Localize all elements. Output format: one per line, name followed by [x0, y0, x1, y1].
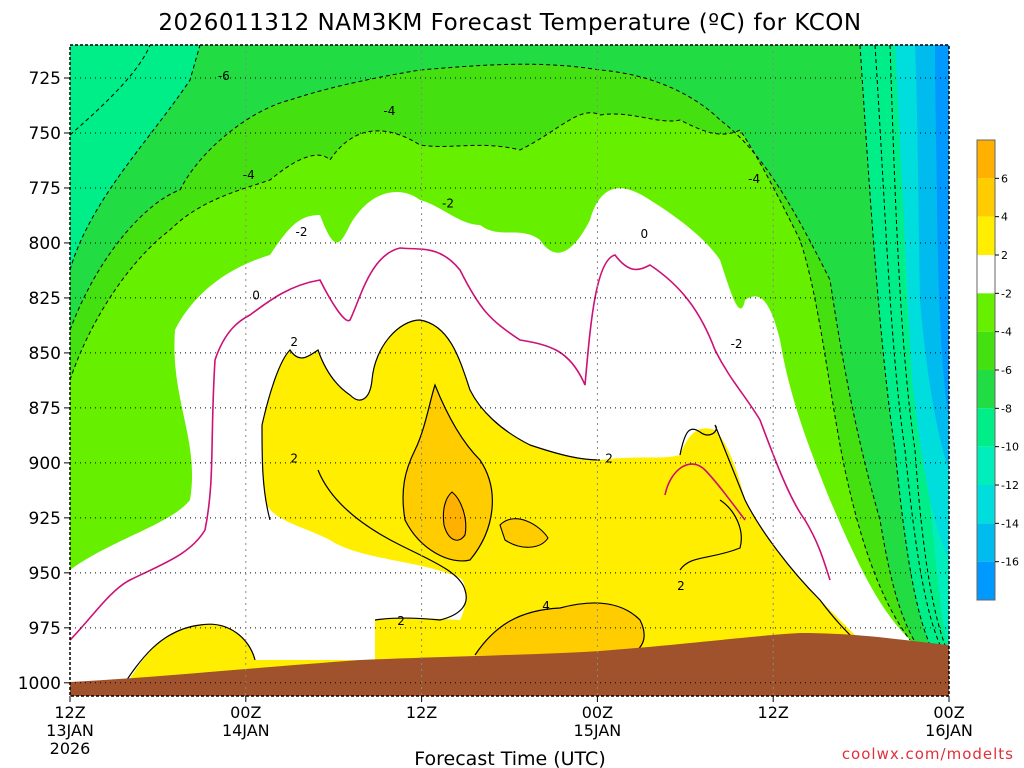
colorbar: 6 4 2 -2 -4 -6 -8 -10 -12 -14 -16 [976, 139, 1019, 601]
contour-two-main [261, 319, 601, 461]
colorbar-swatch [977, 255, 995, 294]
y-tick-label: 875 [29, 399, 61, 419]
contour-labels: -6 -4 -4 -4 -2 -2 -2 0 0 2 2 2 2 2 4 [218, 69, 760, 628]
colorbar-tick-label: -2 [1001, 287, 1012, 300]
y-tick-label: 975 [29, 619, 61, 639]
x-tick-label: 12Z [758, 703, 789, 722]
y-tick-label: 1000 [18, 674, 61, 694]
contour-label: 2 [677, 579, 685, 593]
colorbar-tick-label: -4 [1001, 326, 1012, 339]
colorbar-swatch [977, 523, 995, 562]
contour-four-small [499, 518, 549, 548]
y-tick-label: 825 [29, 289, 61, 309]
colorbar-swatch [977, 485, 995, 524]
y-tick-label: 750 [29, 124, 61, 144]
contour-label: 2 [290, 451, 298, 465]
fill-band-6-to-8 [443, 492, 466, 541]
grid-lines [70, 45, 949, 696]
y-axis: 725 750 775 800 825 850 875 900 925 950 975 1000 [18, 69, 70, 694]
colorbar-tick-label: -12 [1001, 479, 1019, 492]
y-tick-label: 725 [29, 69, 61, 89]
x-tick-label: 12Z [406, 703, 437, 722]
y-tick-label: 775 [29, 179, 61, 199]
y-tick-label: 925 [29, 509, 61, 529]
contour-zero [70, 247, 831, 641]
colorbar-tick-label: -10 [1001, 441, 1019, 454]
contour-label: 2 [290, 335, 298, 349]
colorbar-tick-label: 2 [1001, 249, 1008, 262]
y-tick-label: 950 [29, 564, 61, 584]
credit-text: coolwx.com/modelts [842, 745, 1014, 763]
x-tick-label: 00Z [582, 703, 613, 722]
contour-label: -6 [218, 69, 230, 83]
colorbar-swatch [977, 331, 995, 370]
colorbar-tick-label: 4 [1001, 211, 1008, 224]
plot-area: -6 -4 -4 -4 -2 -2 -2 0 0 2 2 2 2 2 4 [70, 45, 949, 696]
contour-label: 0 [252, 289, 260, 303]
colorbar-swatch [977, 140, 995, 179]
x-tick-label: 12Z [54, 703, 85, 722]
contour-four-low [474, 602, 645, 656]
negative-contours [70, 45, 946, 651]
colorbar-swatch [977, 370, 995, 409]
x-tick-label: 13JAN [46, 721, 94, 740]
colorbar-swatch [977, 561, 995, 600]
contour-label: -4 [383, 104, 395, 118]
y-tick-label: 900 [29, 454, 61, 474]
contour-label: 0 [640, 227, 648, 241]
x-tick-label: 14JAN [222, 721, 270, 740]
contour-four-core [402, 383, 493, 562]
x-tick-label: 2026 [50, 739, 91, 758]
contour-label: 2 [397, 614, 405, 628]
colorbar-tick-label: -16 [1001, 556, 1019, 569]
x-tick-label: 16JAN [925, 721, 973, 740]
colorbar-swatch [977, 178, 995, 217]
contour-two-left [261, 424, 467, 621]
colorbar-swatch [977, 216, 995, 255]
x-tick-label: 00Z [230, 703, 261, 722]
colorbar-swatch [977, 408, 995, 447]
y-tick-label: 850 [29, 344, 61, 364]
chart-title: 2026011312 NAM3KM Forecast Temperature (… [158, 10, 861, 36]
x-tick-label: 00Z [933, 703, 964, 722]
x-tick-label: 15JAN [574, 721, 622, 740]
fill-band-minus-18 [935, 45, 949, 420]
colorbar-tick-label: -6 [1001, 364, 1012, 377]
contour-label: -2 [442, 196, 454, 210]
fill-band-4-to-6-low [475, 603, 645, 655]
x-axis-label: Forecast Time (UTC) [414, 748, 605, 768]
contour-label: -2 [731, 337, 743, 351]
terrain [70, 633, 949, 696]
colorbar-tick-label: 6 [1001, 172, 1008, 185]
contour-label: -4 [243, 168, 255, 182]
contour-label: -2 [295, 225, 307, 239]
colorbar-tick-label: -8 [1001, 402, 1012, 415]
colorbar-tick-label: -14 [1001, 517, 1019, 530]
colorbar-swatch [977, 446, 995, 485]
contour-two-bottom [119, 623, 256, 691]
fill-band-4-to-6 [403, 385, 493, 561]
contour-zero-inner [664, 463, 746, 521]
contour-six-core [442, 491, 467, 541]
y-tick-label: 800 [29, 234, 61, 254]
contour-label: 4 [542, 599, 550, 613]
contour-label: -4 [748, 172, 760, 186]
colorbar-swatch [977, 293, 995, 332]
contour-label: 2 [605, 451, 613, 465]
fill-band-4-to-6-small [500, 518, 548, 548]
contour-two-right [679, 424, 856, 641]
